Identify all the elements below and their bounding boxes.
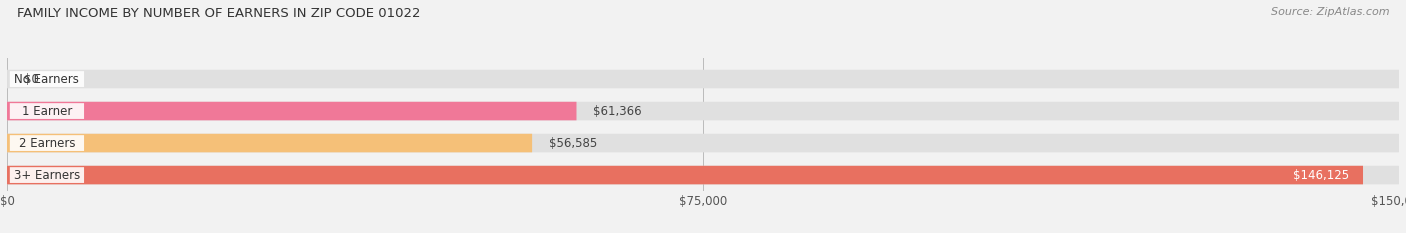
FancyBboxPatch shape (7, 102, 1399, 120)
FancyBboxPatch shape (10, 71, 84, 87)
Text: No Earners: No Earners (14, 72, 79, 86)
Text: FAMILY INCOME BY NUMBER OF EARNERS IN ZIP CODE 01022: FAMILY INCOME BY NUMBER OF EARNERS IN ZI… (17, 7, 420, 20)
FancyBboxPatch shape (10, 167, 84, 183)
Text: 2 Earners: 2 Earners (18, 137, 75, 150)
FancyBboxPatch shape (10, 135, 84, 151)
FancyBboxPatch shape (7, 134, 531, 152)
FancyBboxPatch shape (7, 102, 576, 120)
FancyBboxPatch shape (10, 103, 84, 119)
Text: $0: $0 (24, 72, 38, 86)
FancyBboxPatch shape (7, 70, 1399, 88)
FancyBboxPatch shape (7, 166, 1399, 184)
Text: $146,125: $146,125 (1294, 168, 1350, 182)
Text: 3+ Earners: 3+ Earners (14, 168, 80, 182)
Text: $56,585: $56,585 (548, 137, 598, 150)
Text: $61,366: $61,366 (593, 105, 641, 118)
Text: 1 Earner: 1 Earner (21, 105, 72, 118)
FancyBboxPatch shape (7, 134, 1399, 152)
Text: Source: ZipAtlas.com: Source: ZipAtlas.com (1271, 7, 1389, 17)
FancyBboxPatch shape (7, 166, 1362, 184)
